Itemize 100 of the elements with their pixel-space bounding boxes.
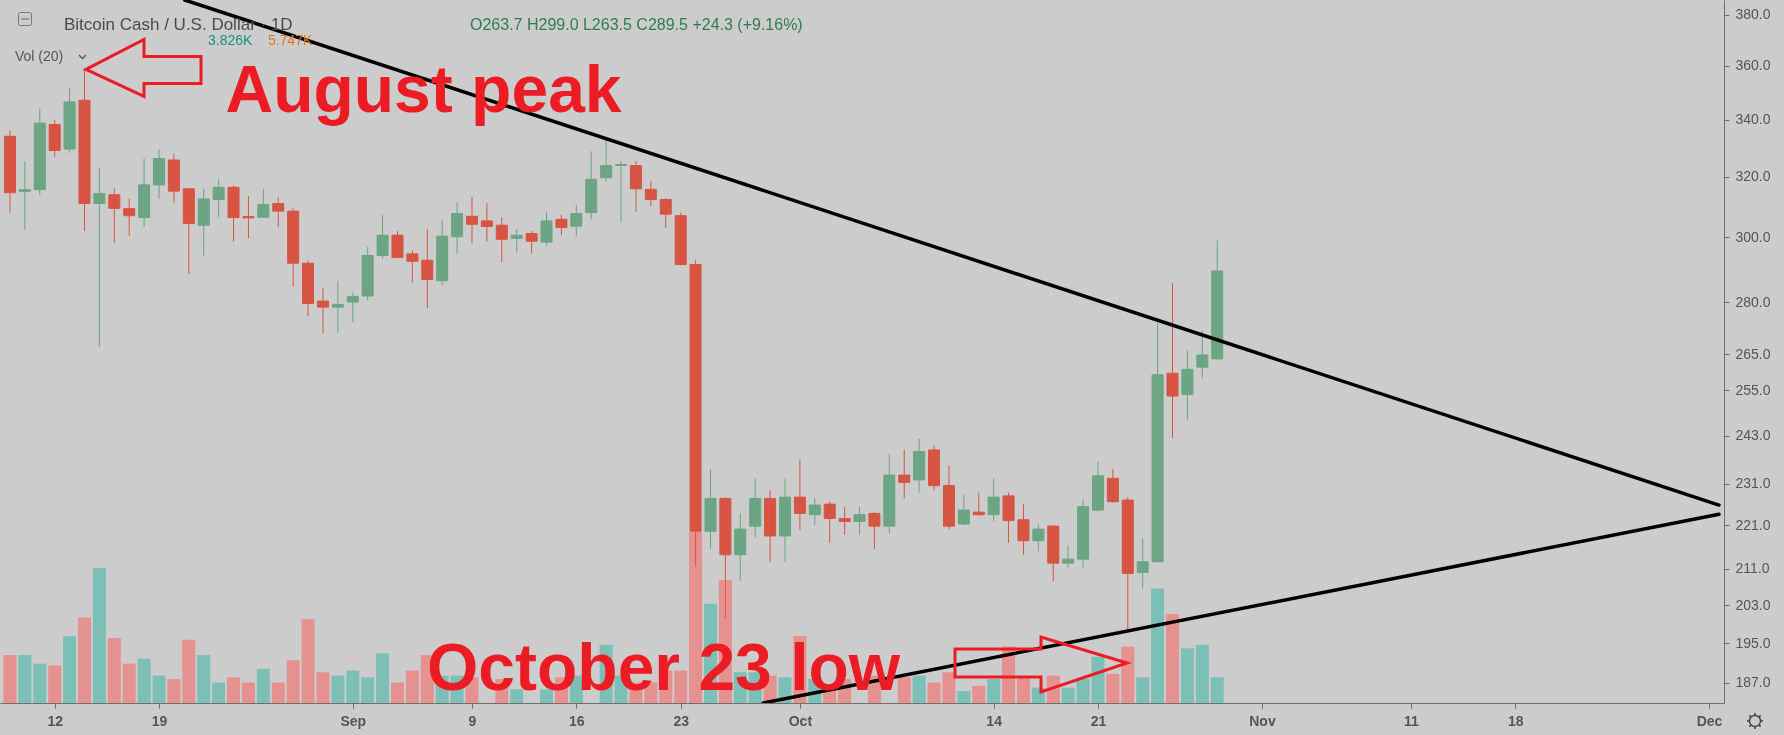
candlestick xyxy=(123,198,136,237)
candlestick xyxy=(987,477,1000,522)
bar xyxy=(1195,644,1209,703)
x-tick-label: 23 xyxy=(673,712,690,729)
bar xyxy=(152,675,166,703)
x-tick-label: Sep xyxy=(340,712,367,729)
annotation: October 23 low xyxy=(427,630,901,704)
candlestick xyxy=(1032,523,1045,552)
candlestick xyxy=(957,494,970,526)
bar xyxy=(390,682,404,703)
bar xyxy=(33,663,47,703)
x-tick-label: Dec xyxy=(1696,712,1723,729)
bar xyxy=(346,670,360,703)
y-tick-label: 380.0 xyxy=(1735,6,1771,23)
x-tick-label: 14 xyxy=(986,712,1003,729)
bar xyxy=(48,665,62,703)
candlestick xyxy=(644,180,657,207)
candlestick xyxy=(316,287,329,335)
y-tick-label: 195.0 xyxy=(1735,634,1771,651)
annotation: August peak xyxy=(225,52,622,127)
x-tick-label: Oct xyxy=(788,712,813,729)
bar xyxy=(197,655,211,703)
bar xyxy=(405,670,419,703)
bar xyxy=(92,567,106,703)
candlestick xyxy=(466,196,478,244)
candlestick xyxy=(18,160,31,231)
candlestick xyxy=(898,449,911,499)
x-tick-label: Nov xyxy=(1249,712,1276,729)
y-tick-label: 243.0 xyxy=(1735,427,1771,444)
bar xyxy=(1166,614,1180,703)
x-tick-label: 11 xyxy=(1404,712,1420,729)
bar xyxy=(1180,648,1194,703)
bar xyxy=(63,636,77,703)
candlestick xyxy=(808,497,821,526)
bar xyxy=(1210,677,1224,703)
bar xyxy=(137,658,151,703)
text: Bitcoin Cash / U.S. Dollar · 1D xyxy=(64,15,293,34)
bar xyxy=(182,639,196,703)
candlestick xyxy=(212,178,225,218)
candlestick xyxy=(376,214,389,260)
candlestick xyxy=(838,506,851,536)
annotation: O263.7 H299.0 L263.5 C289.5 +24.3 (+9.16%) xyxy=(470,16,803,33)
candlestick xyxy=(525,230,538,254)
bar xyxy=(107,638,121,703)
y-tick-label: 265.0 xyxy=(1735,345,1771,362)
y-tick-label: 320.0 xyxy=(1735,168,1771,185)
bar xyxy=(957,691,971,703)
y-tick-label: 360.0 xyxy=(1735,57,1771,74)
candlestick xyxy=(257,188,270,219)
bar xyxy=(331,675,345,703)
candlestick xyxy=(555,214,568,236)
candlestick xyxy=(1106,468,1119,504)
annotation: Vol (20) xyxy=(15,48,64,64)
bar xyxy=(540,689,554,703)
x-tick-label: 12 xyxy=(47,712,64,729)
candlestick xyxy=(540,212,553,247)
bar xyxy=(376,653,390,703)
candlestick xyxy=(600,139,613,183)
y-tick-label: 255.0 xyxy=(1735,381,1771,398)
x-tick-label: 18 xyxy=(1508,712,1524,729)
candlestick xyxy=(391,230,404,260)
bar xyxy=(972,685,986,703)
candlestick xyxy=(510,228,523,254)
y-tick-label: 203.0 xyxy=(1735,596,1771,613)
candlestick xyxy=(868,511,881,550)
bar xyxy=(1061,687,1075,703)
candlestick xyxy=(1136,538,1149,590)
bar xyxy=(18,655,32,703)
candlestick xyxy=(853,506,866,536)
y-tick-label: 231.0 xyxy=(1735,475,1771,492)
candlestick xyxy=(823,501,836,544)
bar xyxy=(212,682,226,703)
bar xyxy=(167,679,181,703)
y-tick-label: 221.0 xyxy=(1735,516,1771,533)
bar xyxy=(987,679,1001,703)
candlestick xyxy=(451,201,464,255)
candlestick xyxy=(421,228,434,309)
x-tick-label: 21 xyxy=(1090,712,1107,729)
bar xyxy=(1136,677,1150,703)
bar xyxy=(271,682,285,703)
candlestick xyxy=(793,459,806,531)
candlestick xyxy=(331,280,344,334)
bar xyxy=(912,675,926,703)
y-tick-label: 187.0 xyxy=(1735,674,1771,691)
y-tick-label: 340.0 xyxy=(1735,111,1771,128)
bar xyxy=(77,617,91,703)
y-tick-label: 300.0 xyxy=(1735,228,1771,245)
bar xyxy=(241,682,255,703)
candlestick xyxy=(615,160,628,223)
candlestick xyxy=(659,197,672,229)
candlestick xyxy=(242,195,255,239)
x-tick-label: 9 xyxy=(468,712,477,729)
candlestick xyxy=(93,167,106,348)
y-tick-label: 211.0 xyxy=(1735,560,1770,577)
candlestick xyxy=(1166,282,1179,439)
bar xyxy=(256,668,270,703)
candlestick xyxy=(1062,544,1075,569)
candlestick xyxy=(272,196,285,228)
bar xyxy=(1106,673,1120,703)
candlestick xyxy=(570,204,583,237)
